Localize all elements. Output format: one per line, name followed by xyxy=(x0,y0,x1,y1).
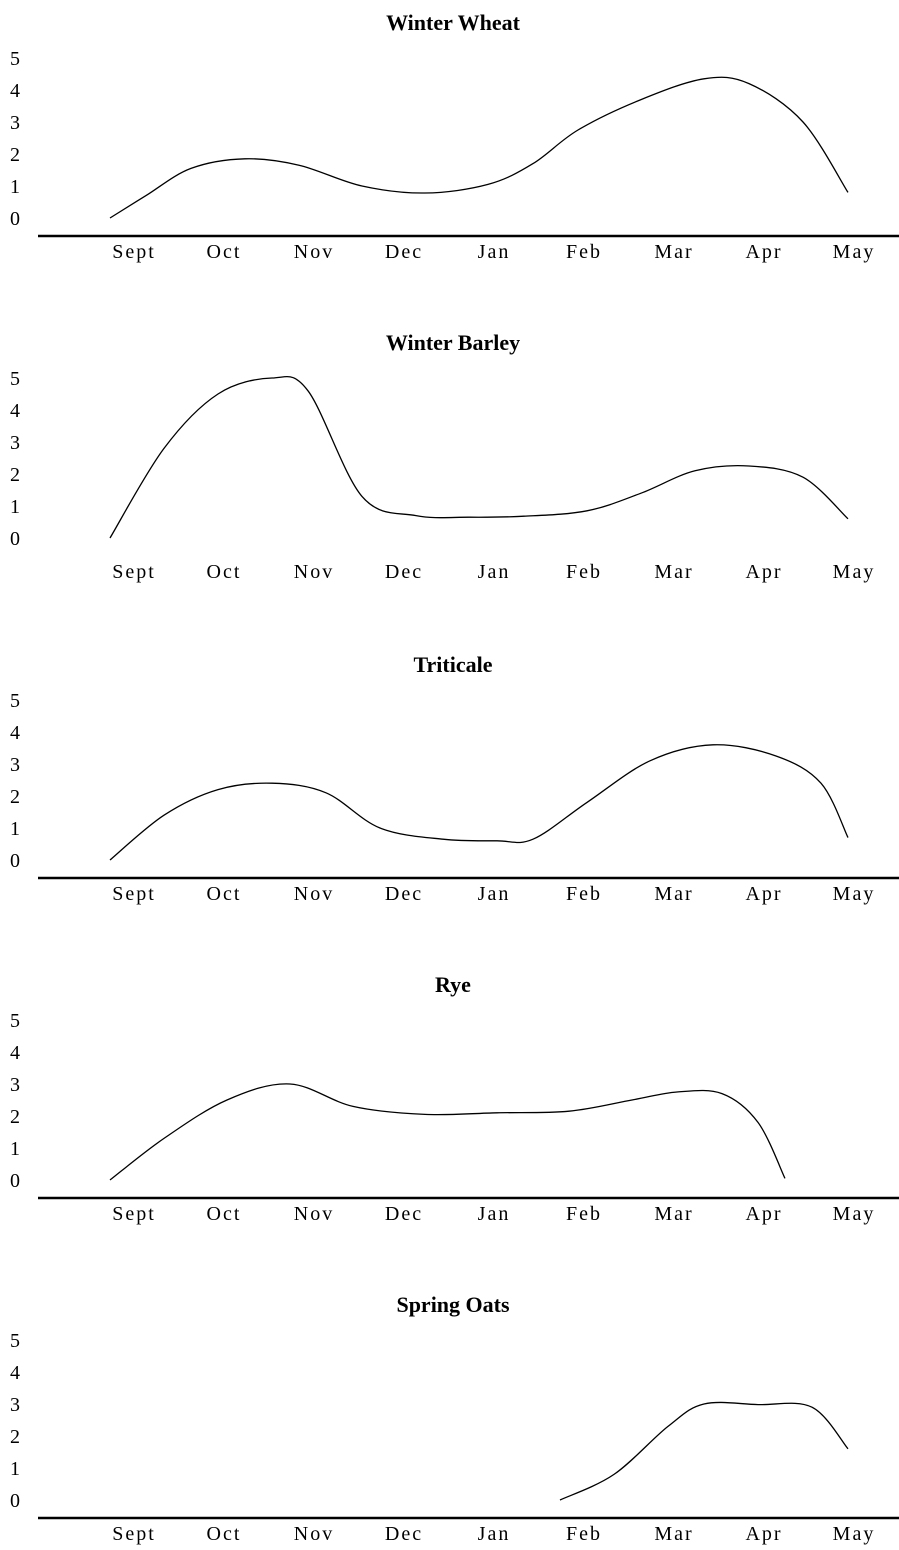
y-tick-label: 1 xyxy=(10,818,20,840)
x-tick-label: Mar xyxy=(654,1523,693,1545)
y-tick-label: 3 xyxy=(10,1074,20,1096)
x-tick-label: Mar xyxy=(654,241,693,263)
y-tick-label: 2 xyxy=(10,144,20,166)
y-tick-label: 0 xyxy=(10,850,20,872)
x-tick-label: Jan xyxy=(478,883,511,905)
x-tick-label: May xyxy=(833,241,876,263)
chart-title: Rye xyxy=(435,972,471,997)
x-tick-label: Feb xyxy=(566,1203,602,1225)
y-tick-label: 1 xyxy=(10,1458,20,1480)
y-tick-label: 0 xyxy=(10,208,20,230)
y-tick-label: 0 xyxy=(10,1490,20,1512)
x-tick-label: May xyxy=(833,883,876,905)
x-tick-label: Dec xyxy=(385,561,423,583)
series-line xyxy=(109,1083,786,1181)
y-tick-label: 2 xyxy=(10,786,20,808)
x-tick-label: May xyxy=(833,561,876,583)
x-tick-label: Feb xyxy=(566,1523,602,1545)
chart-title: Winter Wheat xyxy=(386,10,521,35)
x-tick-label: Oct xyxy=(207,241,242,263)
y-tick-label: 4 xyxy=(10,1362,20,1384)
x-tick-label: Mar xyxy=(654,883,693,905)
x-tick-label: Dec xyxy=(385,1203,423,1225)
x-tick-label: Mar xyxy=(654,561,693,583)
y-tick-label: 4 xyxy=(10,1042,20,1064)
y-tick-label: 5 xyxy=(10,48,20,70)
x-tick-label: Nov xyxy=(294,1523,334,1545)
series-line xyxy=(559,1401,849,1501)
x-tick-label: Oct xyxy=(207,883,242,905)
x-tick-label: Jan xyxy=(478,1523,511,1545)
x-tick-label: Feb xyxy=(566,241,602,263)
y-tick-label: 0 xyxy=(10,1170,20,1192)
x-tick-label: Oct xyxy=(207,1523,242,1545)
y-tick-label: 5 xyxy=(10,1330,20,1352)
y-tick-label: 2 xyxy=(10,464,20,486)
x-tick-label: Apr xyxy=(745,1203,782,1225)
chart-panel: Spring Oats 0 1 2 3 4 5 Sept Oct Nov Dec Jan Feb Mar A… xyxy=(10,1292,899,1545)
x-tick-label: Sept xyxy=(112,1523,156,1545)
y-tick-label: 1 xyxy=(10,176,20,198)
x-tick-label: Dec xyxy=(385,241,423,263)
y-tick-label: 2 xyxy=(10,1426,20,1448)
x-tick-label: Sept xyxy=(112,1203,156,1225)
y-tick-label: 4 xyxy=(10,722,20,744)
chart-panel: Winter Barley 0 1 2 3 4 5 Sept Oct Nov Dec Jan Feb Ma… xyxy=(10,330,876,583)
x-tick-label: Sept xyxy=(112,561,156,583)
y-tick-label: 5 xyxy=(10,368,20,390)
y-tick-label: 1 xyxy=(10,496,20,518)
x-tick-label: Nov xyxy=(294,1203,334,1225)
x-tick-label: Oct xyxy=(207,561,242,583)
x-tick-label: Nov xyxy=(294,561,334,583)
chart-panel: Triticale 0 1 2 3 4 5 Sept Oct Nov Dec Jan Feb Mar Apr… xyxy=(10,652,899,905)
chart-panel: Winter Wheat 0 1 2 3 4 5 Sept Oct Nov Dec Jan Feb Mar… xyxy=(10,10,899,263)
x-tick-label: Nov xyxy=(294,883,334,905)
y-tick-label: 5 xyxy=(10,1010,20,1032)
x-tick-label: Apr xyxy=(745,561,782,583)
chart-panel: Rye 0 1 2 3 4 5 Sept Oct Nov Dec Jan Feb Mar Apr May xyxy=(10,972,899,1225)
y-tick-label: 3 xyxy=(10,112,20,134)
y-tick-label: 3 xyxy=(10,432,20,454)
chart-title: Triticale xyxy=(414,652,493,677)
x-tick-label: Dec xyxy=(385,883,423,905)
y-tick-label: 1 xyxy=(10,1138,20,1160)
x-tick-label: Mar xyxy=(654,1203,693,1225)
x-tick-label: Nov xyxy=(294,241,334,263)
chart-title: Winter Barley xyxy=(386,330,520,355)
x-tick-label: Feb xyxy=(566,561,602,583)
x-tick-label: Sept xyxy=(112,883,156,905)
x-tick-label: Feb xyxy=(566,883,602,905)
y-tick-label: 0 xyxy=(10,528,20,550)
x-tick-label: Jan xyxy=(478,241,511,263)
y-tick-label: 5 xyxy=(10,690,20,712)
x-tick-label: May xyxy=(833,1523,876,1545)
x-tick-label: Apr xyxy=(745,241,782,263)
x-tick-label: Oct xyxy=(207,1203,242,1225)
y-tick-label: 2 xyxy=(10,1106,20,1128)
series-line xyxy=(109,375,849,539)
y-tick-label: 4 xyxy=(10,400,20,422)
y-tick-label: 3 xyxy=(10,754,20,776)
x-tick-label: Sept xyxy=(112,241,156,263)
series-line xyxy=(109,76,849,219)
x-tick-label: Apr xyxy=(745,883,782,905)
y-tick-label: 4 xyxy=(10,80,20,102)
x-tick-label: Jan xyxy=(478,1203,511,1225)
x-tick-label: Jan xyxy=(478,561,511,583)
series-line xyxy=(109,744,849,861)
chart-title: Spring Oats xyxy=(396,1292,510,1317)
x-tick-label: Dec xyxy=(385,1523,423,1545)
y-tick-label: 3 xyxy=(10,1394,20,1416)
x-tick-label: Apr xyxy=(745,1523,782,1545)
x-tick-label: May xyxy=(833,1203,876,1225)
